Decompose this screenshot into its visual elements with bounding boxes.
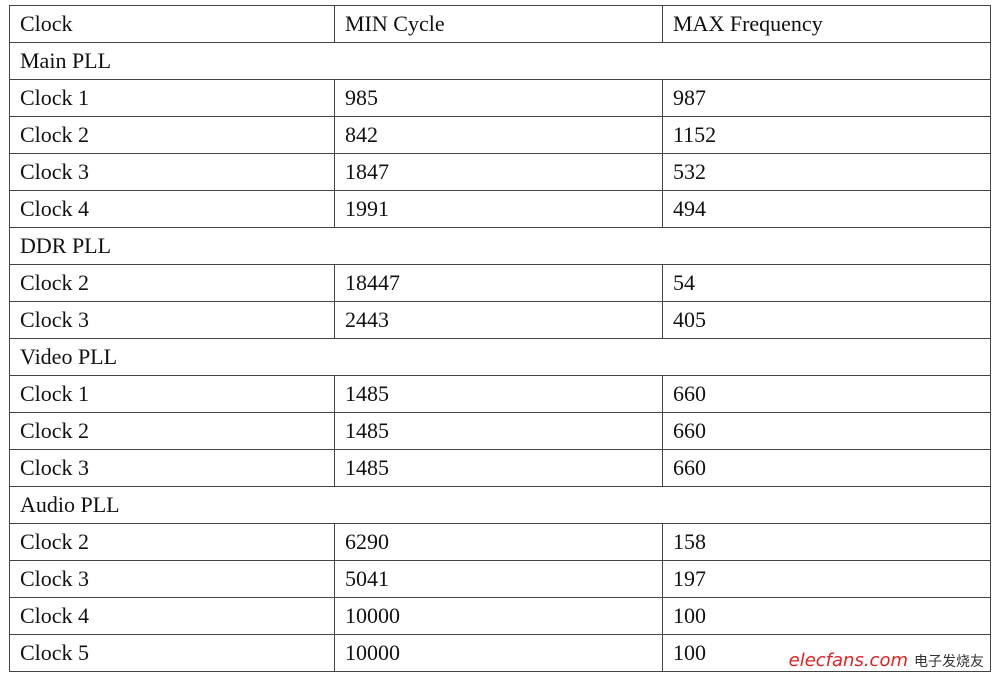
clock-table: Clock MIN Cycle MAX Frequency Main PLL Clock… <box>9 5 991 672</box>
cell: Clock 2 <box>9 412 335 450</box>
group-name: Main PLL <box>9 42 991 80</box>
header-cell: MIN Cycle <box>334 5 663 43</box>
data-row: Clock 3 1485 660 <box>9 449 991 487</box>
cell: 987 <box>662 79 991 117</box>
cell: 842 <box>334 116 663 154</box>
data-row: Clock 1 985 987 <box>9 79 991 117</box>
cell: 985 <box>334 79 663 117</box>
watermark-brand: 电子发烧友 <box>914 654 984 670</box>
cell: 5041 <box>334 560 663 598</box>
group-name: Audio PLL <box>9 486 991 524</box>
cell: 6290 <box>334 523 663 561</box>
group-row: DDR PLL <box>9 227 991 265</box>
table-body: Clock MIN Cycle MAX Frequency Main PLL Clock… <box>9 5 991 672</box>
cell: 2443 <box>334 301 663 339</box>
header-cell: MAX Frequency <box>662 5 991 43</box>
cell: 532 <box>662 153 991 191</box>
group-name: DDR PLL <box>9 227 991 265</box>
data-row: Clock 2 1485 660 <box>9 412 991 450</box>
cell: Clock 4 <box>9 597 335 635</box>
cell: 1485 <box>334 449 663 487</box>
watermark: elecfans.com 电子发烧友 <box>784 650 988 671</box>
cell: 10000 <box>334 597 663 635</box>
cell: 1847 <box>334 153 663 191</box>
cell: 158 <box>662 523 991 561</box>
cell: Clock 3 <box>9 560 335 598</box>
cell: 1152 <box>662 116 991 154</box>
group-row: Audio PLL <box>9 486 991 524</box>
data-row: Clock 3 5041 197 <box>9 560 991 598</box>
cell: 10000 <box>334 634 663 672</box>
cell: 405 <box>662 301 991 339</box>
watermark-site: elecfans.com <box>788 650 908 671</box>
cell: 660 <box>662 449 991 487</box>
cell: Clock 4 <box>9 190 335 228</box>
group-name: Video PLL <box>9 338 991 376</box>
cell: Clock 2 <box>9 523 335 561</box>
group-row: Video PLL <box>9 338 991 376</box>
cell: 197 <box>662 560 991 598</box>
cell: Clock 3 <box>9 449 335 487</box>
cell: 100 <box>662 597 991 635</box>
cell: Clock 2 <box>9 116 335 154</box>
cell: 494 <box>662 190 991 228</box>
cell: Clock 1 <box>9 375 335 413</box>
header-cell: Clock <box>9 5 335 43</box>
cell: Clock 5 <box>9 634 335 672</box>
cell: 18447 <box>334 264 663 302</box>
data-row: Clock 4 10000 100 <box>9 597 991 635</box>
data-row: Clock 2 842 1152 <box>9 116 991 154</box>
data-row: Clock 4 1991 494 <box>9 190 991 228</box>
cell: 1485 <box>334 412 663 450</box>
data-row: Clock 3 2443 405 <box>9 301 991 339</box>
header-row: Clock MIN Cycle MAX Frequency <box>9 5 991 43</box>
data-row: Clock 2 6290 158 <box>9 523 991 561</box>
data-row: Clock 2 18447 54 <box>9 264 991 302</box>
data-row: Clock 1 1485 660 <box>9 375 991 413</box>
cell: Clock 2 <box>9 264 335 302</box>
cell: Clock 3 <box>9 153 335 191</box>
data-row: Clock 3 1847 532 <box>9 153 991 191</box>
cell: 660 <box>662 412 991 450</box>
cell: 54 <box>662 264 991 302</box>
cell: Clock 1 <box>9 79 335 117</box>
group-row: Main PLL <box>9 42 991 80</box>
cell: Clock 3 <box>9 301 335 339</box>
cell: 1991 <box>334 190 663 228</box>
cell: 1485 <box>334 375 663 413</box>
cell: 660 <box>662 375 991 413</box>
